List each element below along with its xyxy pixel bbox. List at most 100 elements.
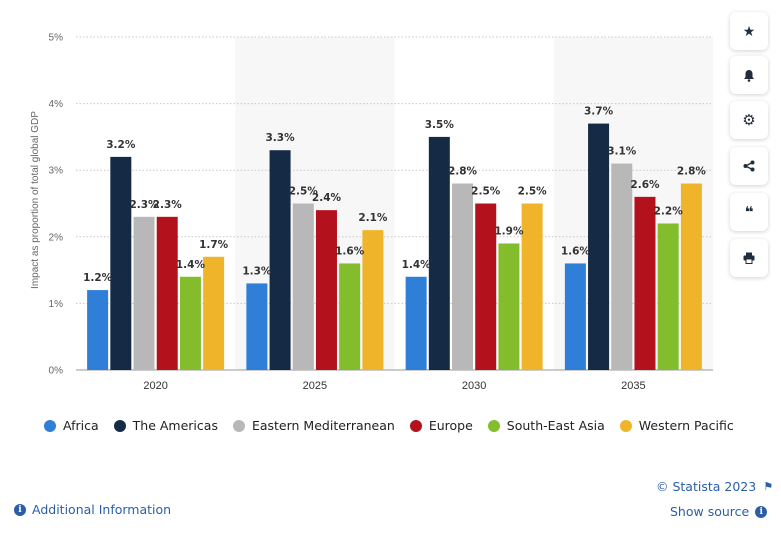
- data-label: 1.4%: [402, 259, 432, 271]
- data-label: 2.5%: [471, 186, 501, 198]
- bar[interactable]: [521, 203, 543, 371]
- bar[interactable]: [611, 163, 633, 370]
- legend-marker: [113, 419, 126, 432]
- settings-button[interactable]: ⚙: [730, 101, 768, 139]
- data-label: 1.7%: [199, 239, 229, 251]
- y-tick-label: 0%: [49, 366, 64, 377]
- legend-item[interactable]: The Americas: [113, 418, 218, 433]
- y-tick-label: 1%: [49, 299, 64, 310]
- y-axis-label: Impact as proportion of total global GDP: [30, 111, 41, 289]
- x-axis-ticks: 2020 2025 2030 2035: [143, 380, 645, 392]
- data-label: 2.5%: [289, 186, 319, 198]
- additional-info-link[interactable]: i Additional Information: [14, 502, 171, 517]
- legend-marker: [409, 419, 422, 432]
- data-label: 3.2%: [106, 139, 136, 151]
- legend-marker: [44, 419, 56, 432]
- legend-label: The Americas: [132, 418, 218, 433]
- bar[interactable]: [156, 216, 178, 370]
- show-source-link[interactable]: Show source i: [670, 504, 768, 519]
- data-label: 1.3%: [242, 265, 272, 277]
- bar[interactable]: [110, 156, 132, 370]
- bar[interactable]: [452, 183, 474, 370]
- y-tick-label: 5%: [49, 33, 64, 44]
- data-label: 3.1%: [607, 146, 637, 158]
- data-label: 1.6%: [561, 245, 591, 257]
- info-icon: i: [14, 503, 26, 516]
- notification-button[interactable]: [730, 56, 768, 94]
- bar[interactable]: [362, 230, 384, 370]
- info-icon: i: [755, 505, 768, 518]
- data-label: 2.8%: [448, 166, 478, 178]
- cite-button[interactable]: ❝: [730, 193, 768, 231]
- bar[interactable]: [657, 223, 679, 370]
- y-tick-label: 3%: [49, 166, 64, 177]
- y-tick-label: 2%: [49, 232, 64, 243]
- bars: [87, 123, 702, 371]
- copyright-link[interactable]: © Statista 2023 ⚑: [656, 479, 773, 494]
- data-label: 2.3%: [129, 199, 159, 211]
- bar[interactable]: [269, 150, 291, 370]
- legend-marker: [487, 419, 500, 432]
- legend-item[interactable]: Africa: [44, 418, 99, 433]
- bar[interactable]: [405, 276, 427, 370]
- quote-icon: ❝: [744, 204, 754, 221]
- bar[interactable]: [87, 290, 109, 370]
- data-label: 2.6%: [630, 179, 660, 191]
- data-label: 1.9%: [494, 225, 524, 237]
- x-tick-label: 2020: [143, 380, 167, 392]
- data-label: 2.1%: [358, 212, 388, 224]
- bar[interactable]: [292, 203, 314, 371]
- legend-item[interactable]: Eastern Mediterranean: [232, 418, 395, 433]
- data-label: 2.2%: [654, 205, 684, 217]
- bar[interactable]: [634, 196, 656, 370]
- data-label: 3.5%: [425, 119, 455, 131]
- legend-marker: [232, 419, 245, 432]
- bar[interactable]: [588, 123, 610, 370]
- bar[interactable]: [428, 136, 450, 370]
- copyright-text: © Statista 2023: [656, 479, 757, 494]
- x-tick-label: 2030: [462, 380, 486, 392]
- legend-item[interactable]: Western Pacific: [619, 418, 734, 433]
- additional-info-label: Additional Information: [32, 502, 172, 517]
- gear-icon: ⚙: [742, 112, 756, 129]
- bar[interactable]: [498, 243, 520, 370]
- bar[interactable]: [246, 283, 268, 370]
- legend-item[interactable]: Europe: [409, 418, 473, 433]
- star-icon: ★: [742, 22, 756, 39]
- x-tick-label: 2035: [621, 380, 645, 392]
- legend: Africa The Americas Eastern Mediterranean E…: [44, 418, 749, 433]
- show-source-label: Show source: [670, 504, 750, 519]
- bar[interactable]: [680, 183, 702, 370]
- flag-icon: ⚑: [763, 480, 774, 493]
- bar-chart: 0% 1% 2% 3% 4% 5% Impact as proportion of tot…: [30, 33, 713, 392]
- data-label: 1.6%: [335, 245, 365, 257]
- legend-label: Africa: [63, 418, 99, 433]
- data-label: 2.3%: [153, 199, 183, 211]
- print-icon: [743, 252, 755, 264]
- favorite-button[interactable]: ★: [730, 12, 768, 50]
- data-label: 2.4%: [312, 192, 342, 204]
- bar[interactable]: [203, 256, 225, 370]
- bar[interactable]: [564, 263, 586, 370]
- legend-label: Eastern Mediterranean: [251, 418, 395, 433]
- y-axis-ticks: 0% 1% 2% 3% 4% 5%: [49, 33, 64, 377]
- data-label: 3.7%: [584, 106, 614, 118]
- data-label: 1.4%: [176, 259, 206, 271]
- bar[interactable]: [475, 203, 497, 371]
- bar[interactable]: [315, 210, 337, 370]
- data-label: 2.5%: [518, 186, 548, 198]
- legend-label: South-East Asia: [506, 418, 605, 433]
- legend-label: Europe: [428, 418, 473, 433]
- legend-marker: [619, 419, 632, 432]
- bar[interactable]: [179, 276, 201, 370]
- data-labels: 1.2%3.2%2.3%2.3%1.4%1.7%1.3%3.3%2.5%2.4%…: [83, 106, 706, 284]
- print-button[interactable]: [730, 239, 768, 277]
- legend-item[interactable]: South-East Asia: [487, 418, 605, 433]
- share-button[interactable]: [730, 147, 768, 185]
- y-tick-label: 4%: [49, 99, 64, 110]
- bar[interactable]: [133, 216, 155, 370]
- share-icon: [743, 160, 755, 172]
- legend-label: Western Pacific: [638, 418, 734, 433]
- bar[interactable]: [339, 263, 361, 370]
- x-tick-label: 2025: [303, 380, 327, 392]
